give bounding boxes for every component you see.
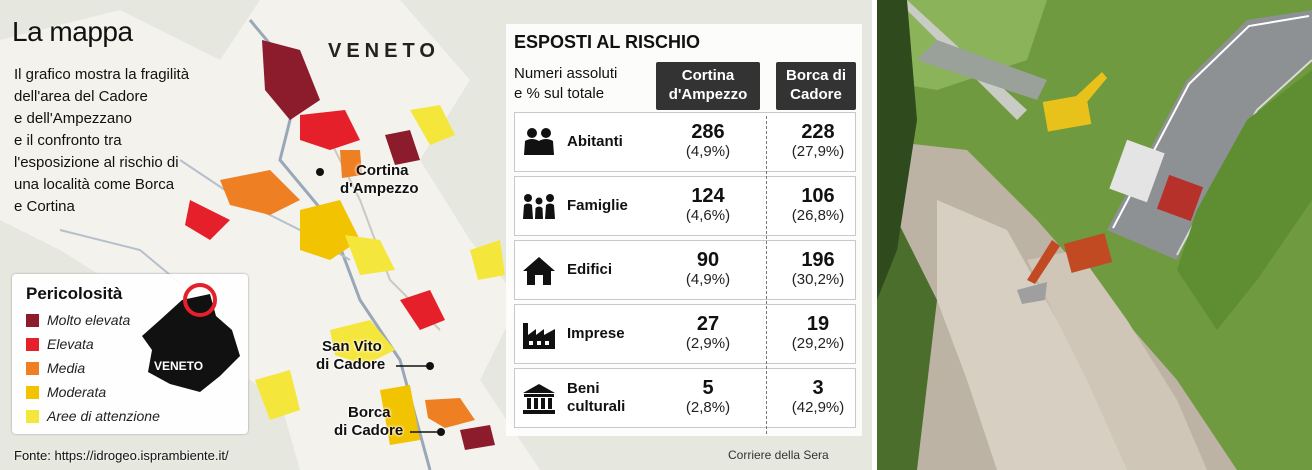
legend-swatch: [26, 362, 39, 375]
value-cortina: 5 (2,8%): [685, 377, 731, 416]
hazard-zones: [185, 40, 505, 450]
map-description: Il grafico mostra la fragilità dell'area…: [14, 66, 190, 215]
infographic-panel: La mappa Il grafico mostra la fragilità …: [0, 0, 872, 470]
table-row: Edifici 90 (4,9%) 196 (30,2%): [514, 240, 856, 300]
column-header-cortina: Cortina d'Ampezzo: [656, 62, 760, 110]
row-label: Famiglie: [567, 197, 628, 214]
legend-item: Media: [26, 360, 85, 378]
value-borca: 196 (30,2%): [791, 249, 845, 288]
inset-region-label: VENETO: [154, 359, 204, 373]
legend-swatch: [26, 410, 39, 423]
value-cortina: 286 (4,9%): [685, 121, 731, 160]
legend-title: Pericolosità: [26, 284, 123, 303]
value-borca: 3 (42,9%): [791, 377, 845, 416]
value-borca: 228 (27,9%): [791, 121, 845, 160]
table-row: Abitanti 286 (4,9%) 228 (27,9%): [514, 112, 856, 172]
house-icon: [523, 257, 555, 285]
value-cortina: 90 (4,9%): [685, 249, 731, 288]
region-label: VENETO: [328, 40, 440, 62]
factory-icon: [523, 323, 555, 349]
map-title: La mappa: [12, 16, 133, 47]
credit: Corriere della Sera: [728, 448, 829, 462]
museum-icon: [523, 384, 555, 414]
row-label: Imprese: [567, 325, 625, 342]
aerial-photo: [877, 0, 1312, 470]
cortina-marker: [316, 168, 324, 176]
place-san-vito: San Vito di Cadore: [316, 338, 386, 373]
row-label: Abitanti: [567, 133, 623, 150]
legend-item: Molto elevata: [26, 312, 130, 330]
table-row: Imprese 27 (2,9%) 19 (29,2%): [514, 304, 856, 364]
table-row: Famiglie 124 (4,6%) 106 (26,8%): [514, 176, 856, 236]
table-title: ESPOSTI AL RISCHIO: [514, 32, 701, 52]
legend-swatch: [26, 386, 39, 399]
row-label: Edifici: [567, 261, 613, 278]
row-label: Beni culturali: [567, 380, 626, 415]
legend-item: Moderata: [26, 384, 106, 402]
source-note: Fonte: https://idrogeo.isprambiente.it/: [14, 448, 229, 463]
column-header-borca: Borca di Cadore: [776, 62, 856, 110]
veneto-inset-map: [142, 283, 240, 392]
legend-swatch: [26, 314, 39, 327]
people-icon: [524, 128, 554, 155]
legend-item: Elevata: [26, 336, 94, 354]
borca-marker: [437, 428, 445, 436]
landslide-photo: [877, 0, 1312, 470]
value-borca: 106 (26,8%): [791, 185, 845, 224]
value-borca: 19 (29,2%): [791, 313, 845, 352]
place-cortina: Cortina d'Ampezzo: [340, 162, 419, 197]
legend-swatch: [26, 338, 39, 351]
family-icon: [523, 194, 555, 219]
value-cortina: 124 (4,6%): [685, 185, 731, 224]
exposure-table: ESPOSTI AL RISCHIO Numeri assoluti e % s…: [506, 24, 862, 436]
place-borca: Borca di Cadore: [334, 404, 404, 439]
column-divider: [766, 116, 767, 434]
hazard-legend: Pericolosità Molto elevata Elevata Media…: [12, 274, 248, 434]
table-row: Beni culturali 5 (2,8%) 3 (42,9%): [514, 368, 856, 428]
table-subtitle: Numeri assoluti e % sul totale: [514, 65, 618, 102]
legend-item: Aree di attenzione: [26, 408, 160, 426]
san-vito-marker: [426, 362, 434, 370]
value-cortina: 27 (2,9%): [685, 313, 731, 352]
